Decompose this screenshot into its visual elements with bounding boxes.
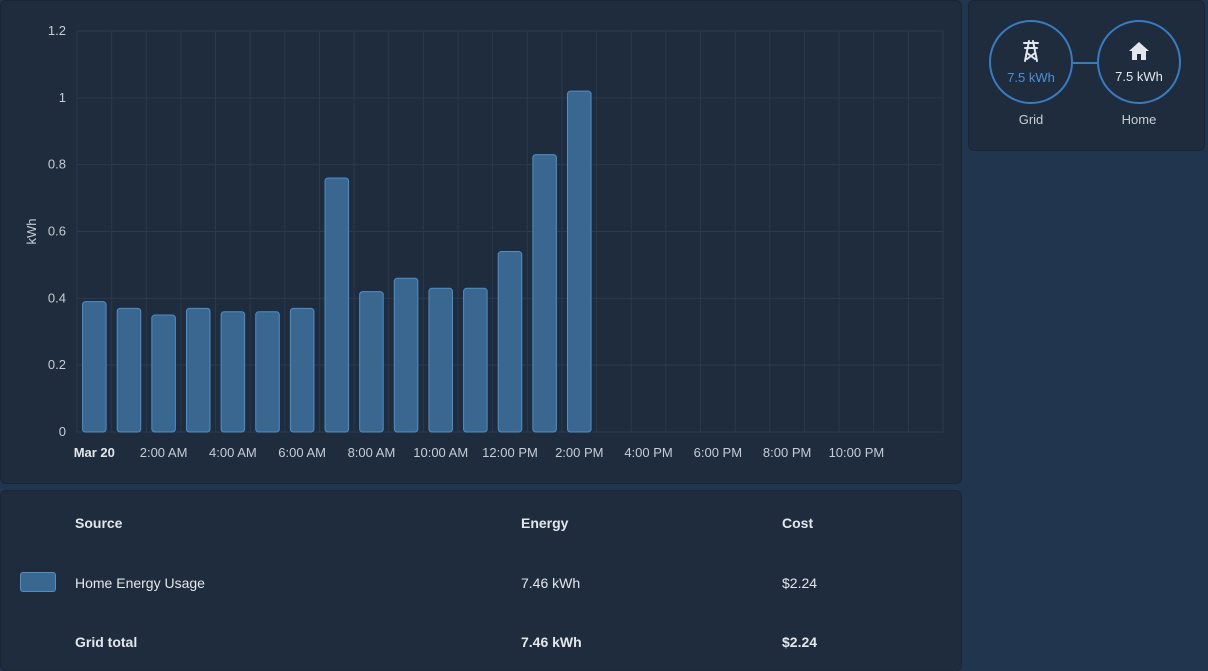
transmission-tower-icon bbox=[1020, 39, 1042, 68]
x-tick-label: Mar 20 bbox=[74, 445, 115, 460]
grid-energy-value: 7.5 kWh bbox=[1007, 70, 1055, 85]
source-color-swatch bbox=[20, 572, 56, 592]
x-tick-label: 2:00 AM bbox=[140, 445, 188, 460]
grid-to-home-flow-line bbox=[1073, 62, 1097, 64]
source-cost-value: $2.24 bbox=[782, 575, 818, 591]
grid-label: Grid bbox=[1018, 112, 1044, 127]
bar bbox=[497, 251, 523, 433]
bar bbox=[567, 90, 592, 433]
bar bbox=[151, 314, 176, 433]
home-icon bbox=[1127, 40, 1151, 67]
bar bbox=[289, 307, 315, 433]
x-tick-label: 8:00 PM bbox=[763, 445, 811, 460]
y-tick-label: 0.8 bbox=[48, 157, 66, 172]
y-tick-label: 0.2 bbox=[48, 357, 66, 372]
energy-distribution-card: 7.5 kWh 7.5 kWh Grid Home bbox=[968, 0, 1205, 151]
y-tick-label: 0 bbox=[59, 424, 66, 439]
y-tick-label: 0.6 bbox=[48, 224, 66, 239]
grid-total-label: Grid total bbox=[75, 634, 138, 650]
bar bbox=[255, 311, 280, 433]
bar bbox=[185, 307, 211, 433]
grid-node[interactable]: 7.5 kWh bbox=[989, 20, 1073, 104]
bar bbox=[463, 287, 488, 433]
bar bbox=[116, 307, 142, 433]
energy-usage-chart[interactable]: 0 0.2 0.4 0.6 0.8 1 1.2 kWh Mar 20 2:00 AM 4:00 AM… bbox=[1, 1, 963, 485]
source-energy-value: 7.46 kWh bbox=[521, 575, 581, 591]
x-tick-label: 2:00 PM bbox=[555, 445, 603, 460]
x-tick-label: 8:00 AM bbox=[348, 445, 396, 460]
source-column-header: Source bbox=[75, 515, 123, 531]
x-tick-label: 12:00 PM bbox=[482, 445, 538, 460]
bar bbox=[393, 277, 419, 433]
y-tick-label: 1.2 bbox=[48, 23, 66, 38]
home-label: Home bbox=[1121, 112, 1157, 127]
bar bbox=[428, 287, 453, 433]
bar bbox=[532, 154, 557, 433]
home-node[interactable]: 7.5 kWh bbox=[1097, 20, 1181, 104]
cost-column-header: Cost bbox=[782, 515, 814, 531]
home-energy-value: 7.5 kWh bbox=[1115, 69, 1163, 84]
energy-sources-table: Source Energy Cost Home Energy Usage 7.4… bbox=[0, 490, 962, 671]
y-tick-label: 0.4 bbox=[48, 290, 66, 305]
x-tick-label: 10:00 AM bbox=[413, 445, 468, 460]
x-tick-label: 6:00 PM bbox=[694, 445, 742, 460]
bar bbox=[324, 177, 350, 433]
grid-total-cost: $2.24 bbox=[782, 634, 818, 650]
x-tick-label: 10:00 PM bbox=[829, 445, 885, 460]
energy-column-header: Energy bbox=[521, 515, 569, 531]
x-tick-label: 4:00 AM bbox=[209, 445, 257, 460]
y-axis-label: kWh bbox=[24, 219, 39, 245]
x-tick-label: 4:00 PM bbox=[624, 445, 672, 460]
x-tick-label: 6:00 AM bbox=[278, 445, 326, 460]
energy-usage-chart-card: 0 0.2 0.4 0.6 0.8 1 1.2 kWh Mar 20 2:00 AM 4:00 AM… bbox=[0, 0, 962, 484]
y-tick-label: 1 bbox=[59, 90, 66, 105]
source-name: Home Energy Usage bbox=[75, 575, 205, 591]
grid-total-energy: 7.46 kWh bbox=[521, 634, 582, 650]
bar bbox=[359, 291, 384, 433]
bar bbox=[82, 301, 107, 433]
bar bbox=[220, 311, 246, 433]
